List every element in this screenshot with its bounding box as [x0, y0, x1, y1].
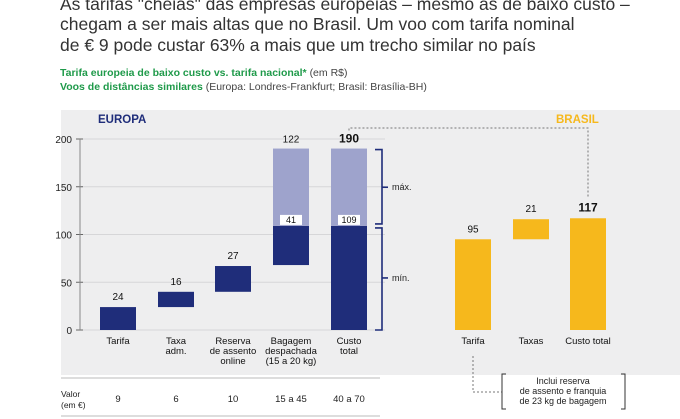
europa-category-label: (15 a 20 kg)	[266, 356, 317, 367]
brasil-value-label: 95	[467, 224, 479, 235]
min-range-bracket	[375, 227, 383, 331]
annotation-text: Inclui reserva	[536, 376, 590, 386]
europa-value-label: 16	[170, 277, 182, 288]
brasil-value-label: 117	[578, 200, 598, 214]
valor-row-value: 9	[115, 394, 120, 405]
europa-category-label: adm.	[165, 346, 186, 357]
europa-category-label: Bagagem	[271, 336, 312, 347]
brasil-category-label: Taxas	[519, 336, 544, 347]
subtitle-distance: Voos de distâncias similares	[60, 81, 203, 93]
europa-total-label: 122	[283, 135, 300, 146]
subtitle-routes: (Europa: Londres-Frankfurt; Brasil: Bras…	[205, 81, 427, 93]
europa-bar-range	[331, 148, 367, 226]
europa-bar	[215, 266, 251, 292]
brasil-category-label: Tarifa	[461, 336, 485, 347]
europa-value-label: 27	[227, 251, 239, 262]
brasil-bar	[513, 219, 549, 240]
headline-line-3: de € 9 pode custar 63% a mais que um tre…	[60, 35, 536, 55]
europa-value-label: 41	[286, 215, 296, 225]
annotation-text: de assento e franquia	[520, 386, 607, 396]
y-tick-label: 200	[55, 135, 72, 146]
europa-value-label: 109	[341, 215, 356, 225]
annotation-bracket-right	[621, 373, 626, 410]
europa-bar	[331, 225, 367, 330]
headline-line-1: As tarifas "cheias" das empresas europei…	[60, 0, 630, 14]
valor-row-value: 10	[228, 394, 239, 405]
europa-bar	[158, 291, 194, 308]
europa-bar-range	[273, 148, 309, 226]
europa-value-box	[338, 214, 360, 225]
europa-value-label: 24	[112, 292, 124, 303]
comparison-connector	[348, 127, 589, 199]
europa-category-label: despachada	[265, 346, 317, 357]
valor-row-value: 15 a 45	[275, 394, 307, 405]
valor-row-value: 40 a 70	[333, 394, 365, 405]
europa-total-label: 190	[339, 132, 359, 146]
max-range-label: máx.	[392, 182, 412, 192]
brasil-bar	[455, 239, 491, 330]
subtitle-title: Tarifa europeia de baixo custo vs. tarif…	[60, 67, 307, 79]
brasil-value-label: 21	[525, 204, 537, 215]
subtitle-unit: (em R$)	[309, 67, 348, 79]
annotation-bracket-left	[501, 373, 506, 410]
europa-category-label: Tarifa	[106, 336, 130, 347]
min-range-label: mín.	[392, 273, 410, 283]
europa-category-label: Taxa	[166, 336, 187, 347]
europa-bar	[273, 225, 309, 266]
subtitle-line-2: Voos de distâncias similares (Europa: Lo…	[60, 81, 427, 93]
y-tick-label: 150	[55, 183, 72, 194]
europa-bar	[100, 307, 136, 330]
brasil-category-label: Custo total	[565, 336, 610, 347]
group-title-brasil: BRASIL	[556, 114, 599, 126]
europa-category-label: total	[340, 346, 358, 357]
europa-category-label: online	[220, 356, 245, 367]
valor-row-label: Valor	[61, 389, 80, 399]
annotation-connector	[472, 356, 502, 393]
brasil-bar	[570, 218, 606, 330]
headline-line-2: chegam a ser mais altas que no Brasil. U…	[60, 14, 575, 34]
y-tick-label: 100	[55, 231, 72, 242]
europa-category-label: de assento	[210, 346, 256, 357]
group-title-europa: EUROPA	[98, 114, 146, 126]
y-tick-label: 50	[61, 278, 73, 289]
subtitle-line-1: Tarifa europeia de baixo custo vs. tarif…	[60, 67, 347, 79]
europa-category-label: Reserva	[215, 336, 251, 347]
valor-row-value: 6	[173, 394, 178, 405]
europa-value-box	[280, 214, 302, 225]
annotation-text: de 23 kg de bagagem	[519, 396, 606, 406]
europa-category-label: Custo	[337, 336, 362, 347]
y-tick-label: 0	[66, 326, 72, 337]
valor-row-unit: (em €)	[61, 400, 86, 410]
